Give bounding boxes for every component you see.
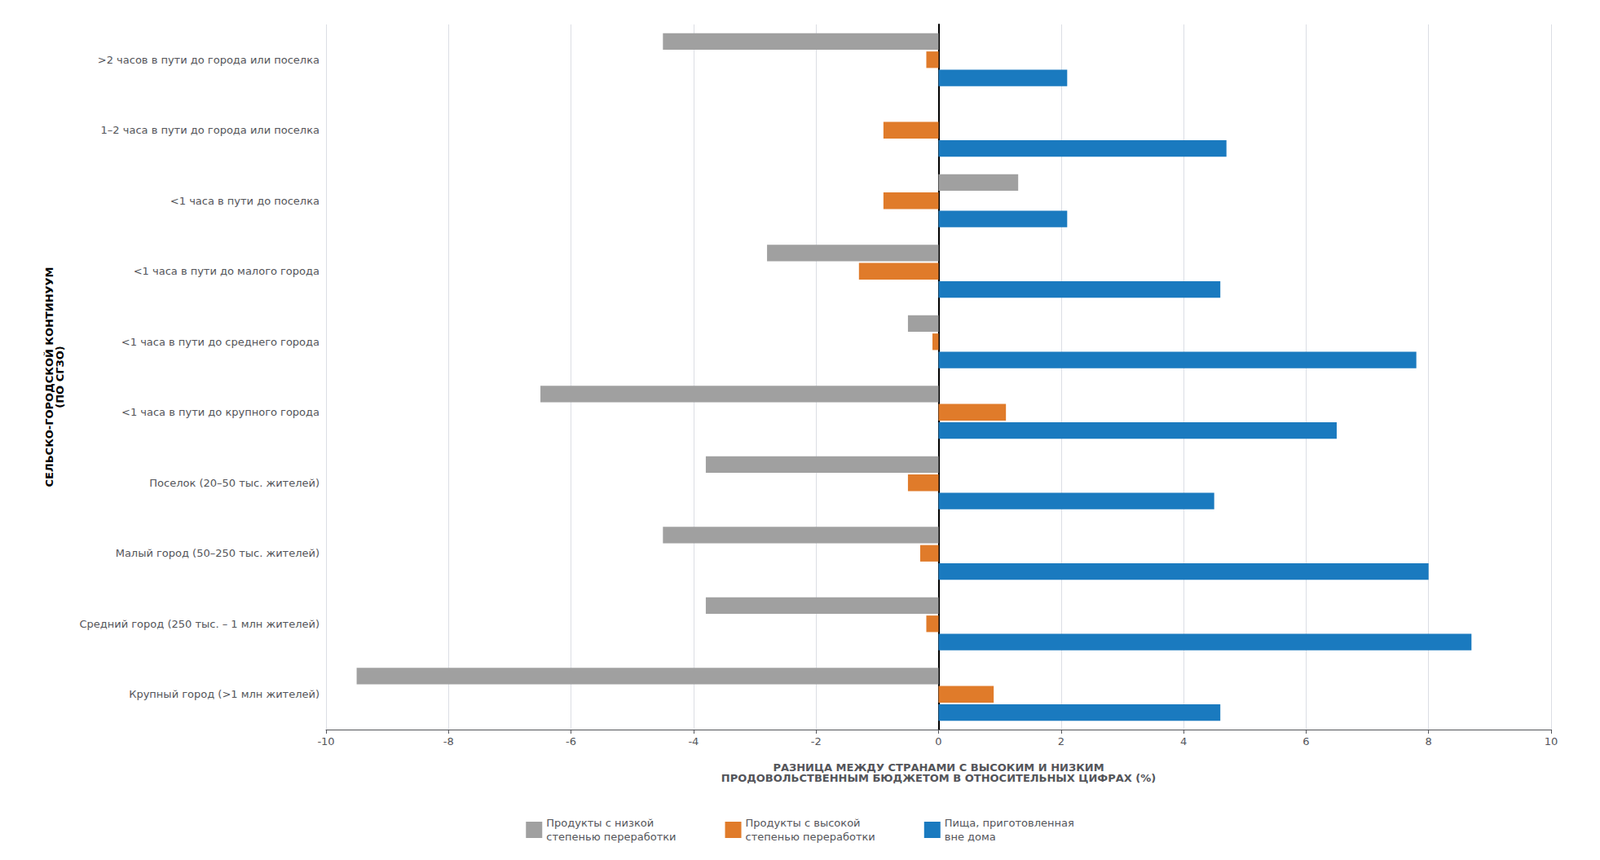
svg-text:-6: -6 — [565, 735, 577, 748]
svg-text:6: 6 — [1302, 735, 1310, 748]
svg-text:вне дома: вне дома — [944, 830, 997, 843]
svg-text:Продукты с низкой: Продукты с низкой — [546, 816, 654, 829]
svg-text:Поселок (20–50 тыс. жителей): Поселок (20–50 тыс. жителей) — [149, 476, 320, 490]
svg-text:4: 4 — [1180, 735, 1187, 748]
svg-text:степенью переработки: степенью переработки — [745, 830, 876, 843]
svg-text:0: 0 — [934, 735, 942, 748]
svg-text:-4: -4 — [687, 735, 699, 748]
svg-text:степенью переработки: степенью переработки — [546, 830, 676, 843]
svg-text:10: 10 — [1544, 735, 1559, 748]
svg-text:<1 часа в пути до крупного гор: <1 часа в пути до крупного города — [121, 405, 320, 419]
svg-text:-8: -8 — [443, 735, 454, 748]
svg-text:>2 часов в пути до города или: >2 часов в пути до города или поселка — [97, 53, 320, 67]
svg-text:Средний город (250 тыс. – 1 мл: Средний город (250 тыс. – 1 млн жителей) — [79, 617, 320, 631]
svg-text:<1 часа в пути до среднего гор: <1 часа в пути до среднего города — [121, 335, 320, 349]
svg-text:Крупный город (>1 млн жителей): Крупный город (>1 млн жителей) — [128, 687, 320, 701]
svg-text:<1 часа в пути до поселка: <1 часа в пути до поселка — [170, 194, 320, 208]
svg-text:(ПО СГЗО): (ПО СГЗО) — [53, 345, 67, 408]
svg-text:Пища, приготовленная: Пища, приготовленная — [944, 816, 1075, 829]
svg-text:Малый город (50–250 тыс. жител: Малый город (50–250 тыс. жителей) — [115, 546, 320, 560]
svg-text:РАЗНИЦА МЕЖДУ СТРАНАМИ С ВЫСОК: РАЗНИЦА МЕЖДУ СТРАНАМИ С ВЫСОКИМ И НИЗКИ… — [773, 761, 1105, 774]
svg-text:-2: -2 — [811, 735, 822, 748]
svg-text:ПРОДОВОЛЬСТВЕННЫМ БЮДЖЕТОМ В О: ПРОДОВОЛЬСТВЕННЫМ БЮДЖЕТОМ В ОТНОСИТЕЛЬН… — [721, 771, 1157, 785]
svg-text:2: 2 — [1057, 735, 1065, 748]
svg-text:<1 часа в пути до малого город: <1 часа в пути до малого города — [133, 264, 320, 278]
svg-text:1–2 часа в пути до города или: 1–2 часа в пути до города или поселка — [101, 123, 320, 137]
svg-text:8: 8 — [1425, 735, 1433, 748]
svg-text:Продукты с высокой: Продукты с высокой — [745, 816, 861, 829]
svg-text:СЕЛЬСКО-ГОРОДСКОЙ КОНТИНУУМ: СЕЛЬСКО-ГОРОДСКОЙ КОНТИНУУМ — [43, 266, 56, 488]
svg-text:-10: -10 — [317, 735, 335, 748]
